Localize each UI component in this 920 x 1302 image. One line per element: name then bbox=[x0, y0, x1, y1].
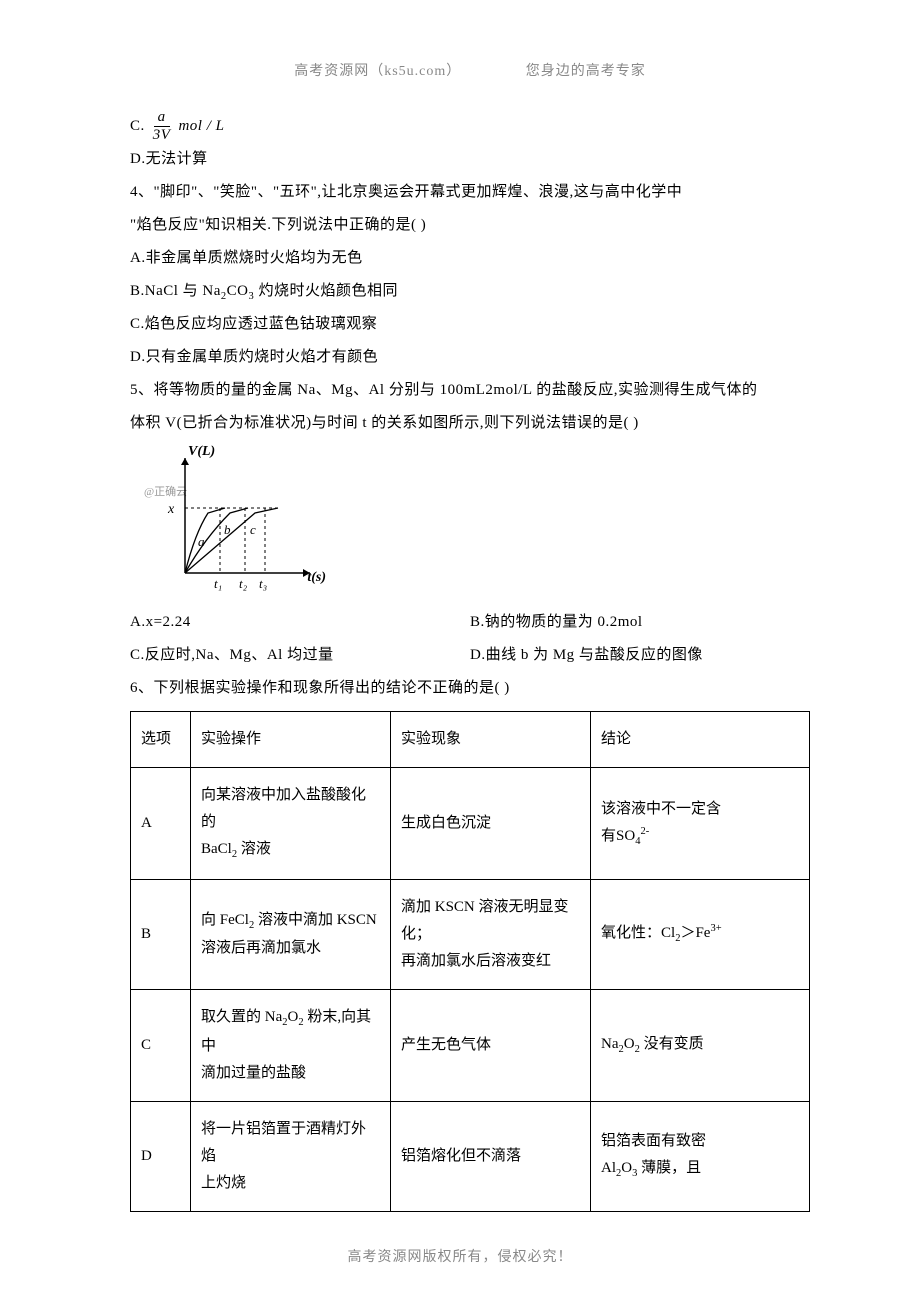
cell-phenomenon: 生成白色沉淀 bbox=[391, 768, 591, 880]
q6-col-conclusion: 结论 bbox=[591, 712, 810, 768]
q5-options-cd: C.反应时,Na、Mg、Al 均过量 D.曲线 b 为 Mg 与盐酸反应的图像 bbox=[130, 639, 810, 672]
cell-operation: 向某溶液中加入盐酸酸化的BaCl2 溶液 bbox=[191, 768, 391, 880]
q6-header-row: 选项 实验操作 实验现象 结论 bbox=[131, 712, 810, 768]
header-right: 您身边的高考专家 bbox=[526, 60, 646, 80]
cell-option: A bbox=[131, 768, 191, 880]
curve-label-c: c bbox=[250, 522, 256, 538]
cell-option: C bbox=[131, 989, 191, 1101]
prev-option-d: D.无法计算 bbox=[130, 143, 810, 176]
q6-col-operation: 实验操作 bbox=[191, 712, 391, 768]
table-row: D将一片铝箔置于酒精灯外焰上灼烧铝箔熔化但不滴落铝箔表面有致密Al2O3 薄膜，… bbox=[131, 1101, 810, 1211]
cell-conclusion: 该溶液中不一定含有SO42- bbox=[591, 768, 810, 880]
cell-conclusion: Na2O2 没有变质 bbox=[591, 989, 810, 1101]
q6-col-phenomenon: 实验现象 bbox=[391, 712, 591, 768]
option-c-prefix: C. bbox=[130, 110, 145, 143]
header-left: 高考资源网（ks5u.com） bbox=[294, 60, 461, 80]
option-c-unit: mol / L bbox=[178, 110, 224, 143]
page-footer: 高考资源网版权所有，侵权必究！ bbox=[0, 1246, 920, 1266]
cell-operation: 取久置的 Na2O2 粉末,向其中滴加过量的盐酸 bbox=[191, 989, 391, 1101]
cell-conclusion: 氧化性：Cl2＞Fe3+ bbox=[591, 879, 810, 989]
tick-t1: t₁ bbox=[214, 576, 222, 592]
q6-table-body: A向某溶液中加入盐酸酸化的BaCl2 溶液生成白色沉淀该溶液中不一定含有SO42… bbox=[131, 768, 810, 1212]
q4-option-b: B.NaCl 与 Na2CO3 灼烧时火焰颜色相同 bbox=[130, 275, 810, 308]
q6-stem: 6、下列根据实验操作和现象所得出的结论不正确的是( ) bbox=[130, 672, 810, 705]
fraction-denominator: 3V bbox=[149, 127, 175, 143]
table-row: A向某溶液中加入盐酸酸化的BaCl2 溶液生成白色沉淀该溶液中不一定含有SO42… bbox=[131, 768, 810, 880]
q4-option-d: D.只有金属单质灼烧时火焰才有颜色 bbox=[130, 341, 810, 374]
cell-phenomenon: 产生无色气体 bbox=[391, 989, 591, 1101]
cell-phenomenon: 滴加 KSCN 溶液无明显变化；再滴加氯水后溶液变红 bbox=[391, 879, 591, 989]
q5-graph: @正确云 V(L) x t(s) a b c t₁ t₂ t₃ bbox=[150, 448, 320, 598]
q6-table: 选项 实验操作 实验现象 结论 A向某溶液中加入盐酸酸化的BaCl2 溶液生成白… bbox=[130, 711, 810, 1212]
q4-b-post: 灼烧时火焰颜色相同 bbox=[254, 283, 398, 299]
q5-option-c: C.反应时,Na、Mg、Al 均过量 bbox=[130, 639, 470, 672]
graph-svg bbox=[150, 448, 320, 598]
tick-t2: t₂ bbox=[239, 576, 247, 592]
table-row: B向 FeCl2 溶液中滴加 KSCN溶液后再滴加氯水滴加 KSCN 溶液无明显… bbox=[131, 879, 810, 989]
q4-b-mid: CO bbox=[227, 283, 249, 299]
q5-options-ab: A.x=2.24 B.钠的物质的量为 0.2mol bbox=[130, 606, 810, 639]
cell-phenomenon: 铝箔熔化但不滴落 bbox=[391, 1101, 591, 1211]
q5-stem-line2: 体积 V(已折合为标准状况)与时间 t 的关系如图所示,则下列说法错误的是( ) bbox=[130, 407, 810, 440]
table-row: C取久置的 Na2O2 粉末,向其中滴加过量的盐酸产生无色气体Na2O2 没有变… bbox=[131, 989, 810, 1101]
q6-table-head: 选项 实验操作 实验现象 结论 bbox=[131, 712, 810, 768]
q4-stem-line2: "焰色反应"知识相关.下列说法中正确的是( ) bbox=[130, 209, 810, 242]
prev-option-c: C. a 3V mol / L bbox=[130, 110, 224, 143]
page: 高考资源网（ks5u.com） 您身边的高考专家 C. a 3V mol / L… bbox=[0, 0, 920, 1302]
cell-conclusion: 铝箔表面有致密Al2O3 薄膜，且 bbox=[591, 1101, 810, 1211]
curve-label-b: b bbox=[224, 522, 231, 538]
q4-b-pre: B.NaCl 与 Na bbox=[130, 283, 221, 299]
q4-option-a: A.非金属单质燃烧时火焰均为无色 bbox=[130, 242, 810, 275]
q4-option-c: C.焰色反应均应透过蓝色钴玻璃观察 bbox=[130, 308, 810, 341]
q5-stem-line1: 5、将等物质的量的金属 Na、Mg、Al 分别与 100mL2mol/L 的盐酸… bbox=[130, 374, 810, 407]
cell-option: B bbox=[131, 879, 191, 989]
q5-option-b: B.钠的物质的量为 0.2mol bbox=[470, 606, 810, 639]
cell-option: D bbox=[131, 1101, 191, 1211]
fraction-a-over-3v: a 3V bbox=[149, 110, 175, 143]
q5-option-d: D.曲线 b 为 Mg 与盐酸反应的图像 bbox=[470, 639, 810, 672]
q5-option-a: A.x=2.24 bbox=[130, 606, 470, 639]
q4-stem-line1: 4、"脚印"、"笑脸"、"五环",让北京奥运会开幕式更加辉煌、浪漫,这与高中化学… bbox=[130, 176, 810, 209]
page-header: 高考资源网（ks5u.com） 您身边的高考专家 bbox=[130, 60, 810, 80]
curve-label-a: a bbox=[198, 534, 205, 550]
cell-operation: 向 FeCl2 溶液中滴加 KSCN溶液后再滴加氯水 bbox=[191, 879, 391, 989]
tick-t3: t₃ bbox=[259, 576, 267, 592]
cell-operation: 将一片铝箔置于酒精灯外焰上灼烧 bbox=[191, 1101, 391, 1211]
q6-col-option: 选项 bbox=[131, 712, 191, 768]
fraction-numerator: a bbox=[154, 110, 170, 127]
